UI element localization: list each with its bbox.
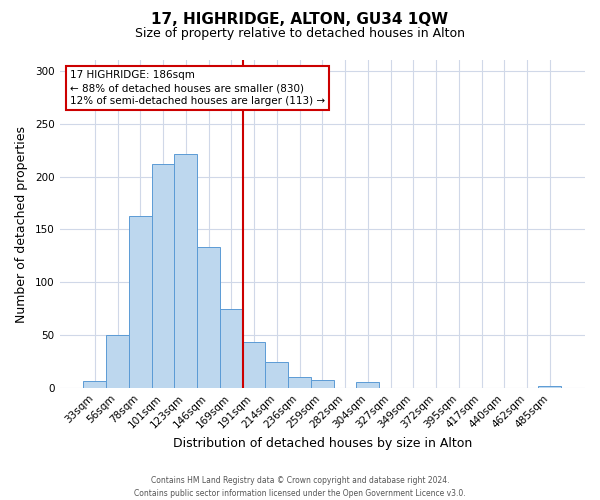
Bar xyxy=(152,164,175,388)
Bar xyxy=(197,248,220,388)
Bar xyxy=(538,386,561,388)
Text: 17, HIGHRIDGE, ALTON, GU34 1QW: 17, HIGHRIDGE, ALTON, GU34 1QW xyxy=(151,12,449,28)
Text: 17 HIGHRIDGE: 186sqm
← 88% of detached houses are smaller (830)
12% of semi-deta: 17 HIGHRIDGE: 186sqm ← 88% of detached h… xyxy=(70,70,325,106)
Bar xyxy=(288,376,311,388)
Bar xyxy=(106,336,129,388)
Text: Contains HM Land Registry data © Crown copyright and database right 2024.
Contai: Contains HM Land Registry data © Crown c… xyxy=(134,476,466,498)
X-axis label: Distribution of detached houses by size in Alton: Distribution of detached houses by size … xyxy=(173,437,472,450)
Bar xyxy=(242,342,265,388)
Bar xyxy=(220,309,242,388)
Bar xyxy=(356,382,379,388)
Bar xyxy=(311,380,334,388)
Bar xyxy=(129,216,152,388)
Bar xyxy=(175,154,197,388)
Bar xyxy=(83,381,106,388)
Y-axis label: Number of detached properties: Number of detached properties xyxy=(15,126,28,322)
Text: Size of property relative to detached houses in Alton: Size of property relative to detached ho… xyxy=(135,28,465,40)
Bar xyxy=(265,362,288,388)
